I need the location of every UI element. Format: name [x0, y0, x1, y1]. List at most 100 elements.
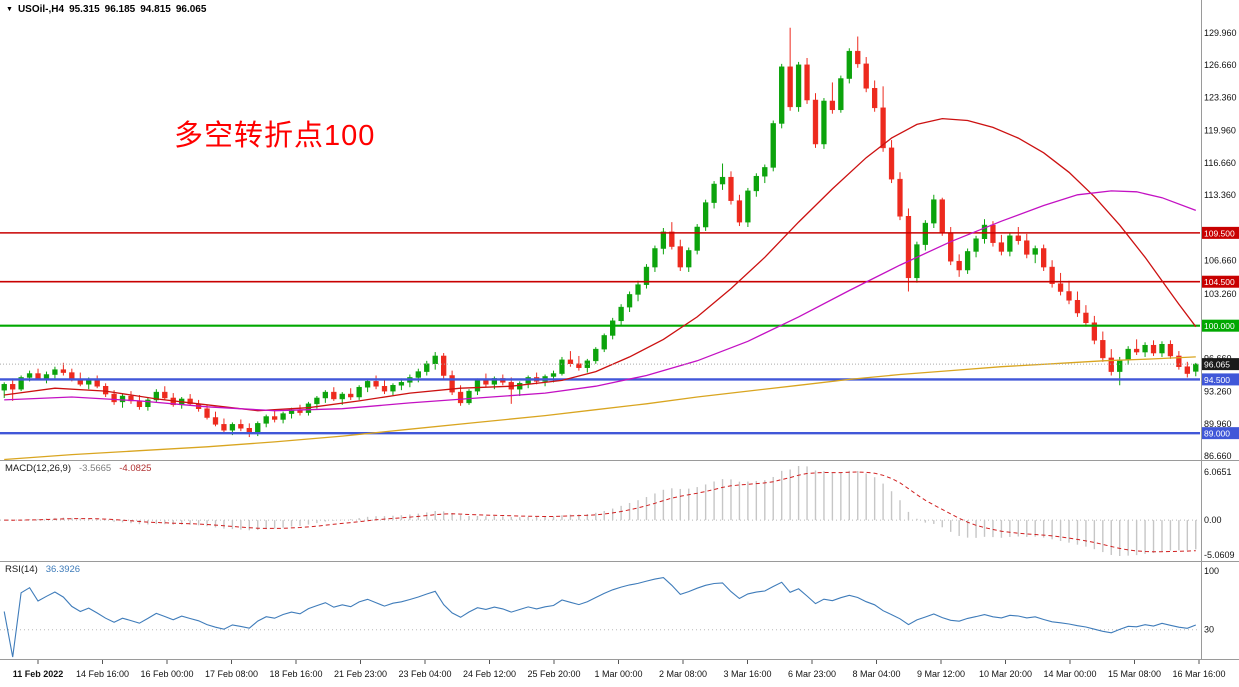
candle-body-bull — [626, 294, 633, 308]
time-axis-scale[interactable] — [0, 660, 1239, 687]
candle-body-bear — [669, 231, 675, 247]
candle-body-bull — [593, 348, 599, 362]
price-axis-tick-label: 126.660 — [1204, 60, 1237, 70]
candle-body-bull — [398, 382, 405, 386]
candle-body-bull — [145, 399, 151, 408]
candle-body-bull — [1117, 359, 1123, 372]
candle-body-bear — [871, 88, 878, 109]
candle-body-bull — [846, 50, 852, 79]
time-axis-label: 15 Mar 08:00 — [1108, 669, 1161, 679]
macd-axis-zero-label: 0.00 — [1204, 515, 1222, 525]
candle-body-bear — [1150, 344, 1157, 354]
candle-body-bull — [466, 390, 472, 404]
candle-body-bear — [1108, 357, 1114, 372]
candle-body-bull — [1159, 343, 1165, 354]
candle-body-bull — [559, 359, 565, 374]
price-axis-tick-label: 89.960 — [1204, 419, 1232, 429]
price-axis-tick-label: 116.660 — [1204, 158, 1236, 168]
candle-body-bear — [441, 355, 447, 376]
candle-body-bull — [119, 395, 126, 403]
time-axis-label: 23 Feb 04:00 — [398, 669, 451, 679]
candle-body-bull — [1142, 344, 1148, 353]
candle-body-bear — [1015, 235, 1021, 241]
time-axis-label: 16 Mar 16:00 — [1172, 669, 1225, 679]
macd-axis-max-label: 6.0651 — [1204, 467, 1232, 477]
candle-body-bull — [931, 199, 937, 224]
candle-body-bear — [1066, 291, 1072, 301]
ohlc-close-value: 96.065 — [175, 4, 207, 15]
candle-body-bull — [339, 393, 345, 400]
candle-body-bear — [1049, 266, 1055, 284]
ma-fast-red-line — [4, 117, 1197, 412]
price-axis-scale[interactable] — [1202, 0, 1239, 660]
candle-body-bear — [35, 373, 41, 379]
time-axis-label: 21 Feb 23:00 — [334, 669, 387, 679]
price-axis-badge — [1201, 358, 1239, 371]
price-axis-badge-label: 94.500 — [1204, 375, 1230, 385]
candle-body-bear — [1083, 312, 1089, 323]
candle-body-bear — [990, 224, 996, 243]
candle-body-bull — [255, 423, 261, 434]
candle-body-bull — [702, 202, 709, 228]
candle-body-bear — [449, 375, 455, 393]
candle-body-bull — [601, 335, 607, 350]
candle-body-bear — [94, 380, 100, 387]
candle-body-bull — [694, 226, 700, 251]
candle-body-bear — [948, 232, 954, 262]
rsi-value: 36.3926 — [45, 564, 81, 575]
time-axis-label: 14 Feb 16:00 — [76, 669, 129, 679]
candle-body-bull — [322, 391, 329, 399]
candle-body-bull — [711, 183, 717, 203]
candle-body-bull — [779, 66, 785, 124]
candle-body-bear — [804, 64, 810, 101]
candle-body-bear — [956, 260, 962, 271]
candle-body-bull — [364, 381, 371, 388]
candle-body-bull — [280, 413, 286, 420]
time-axis-label: 1 Mar 00:00 — [594, 669, 642, 679]
candle-body-bull — [795, 64, 802, 108]
candle-body-bull — [550, 373, 557, 377]
rsi-name: RSI(14) — [5, 564, 38, 575]
ma-mid-magenta-line — [4, 190, 1197, 412]
candle-body-bull — [821, 100, 827, 145]
price-axis-tick-label: 103.260 — [1204, 289, 1237, 299]
rsi-axis-level-label: 30 — [1204, 625, 1214, 635]
candle-body-bull — [1125, 348, 1131, 361]
candle-body-bear — [271, 416, 278, 420]
candle-body-bear — [457, 391, 464, 404]
candle-body-bull — [1007, 235, 1013, 252]
time-axis-label: 25 Feb 20:00 — [527, 669, 580, 679]
candle-body-bear — [10, 384, 16, 390]
candle-body-bull — [770, 123, 776, 168]
ohlc-low-value: 94.815 — [140, 4, 171, 15]
candle-body-bull — [762, 167, 768, 177]
candle-body-bull — [43, 374, 50, 379]
rsi-indicator-label: RSI(14) 36.3926 — [5, 564, 80, 575]
candle-body-bear — [728, 176, 734, 201]
chart-dropdown-icon[interactable]: ▼ — [6, 5, 13, 13]
candle-body-bear — [1167, 343, 1174, 357]
candle-body-bull — [1032, 248, 1038, 255]
candle-body-bear — [812, 99, 819, 145]
time-axis-label: 2 Mar 08:00 — [659, 669, 707, 679]
candle-body-bear — [136, 400, 143, 408]
candle-body-bear — [111, 393, 117, 403]
ohlc-high-value: 96.185 — [104, 4, 136, 15]
macd-signal-value: -4.0825 — [119, 463, 152, 474]
price-axis-tick-label: 93.260 — [1204, 387, 1232, 397]
candle-body-bull — [643, 266, 650, 285]
candle-body-bull — [660, 231, 667, 249]
candle-body-bear — [855, 50, 861, 65]
candle-body-bull — [26, 373, 33, 378]
time-axis-label: 8 Mar 04:00 — [852, 669, 900, 679]
candle-body-bull — [914, 244, 920, 279]
time-axis-label: 24 Feb 12:00 — [463, 669, 516, 679]
candle-body-bear — [567, 359, 574, 365]
candle-body-bull — [635, 284, 641, 295]
candle-body-bear — [348, 393, 354, 398]
time-axis-label: 14 Mar 00:00 — [1043, 669, 1096, 679]
macd-signal-line — [4, 471, 1196, 553]
candle-body-bear — [829, 100, 836, 111]
